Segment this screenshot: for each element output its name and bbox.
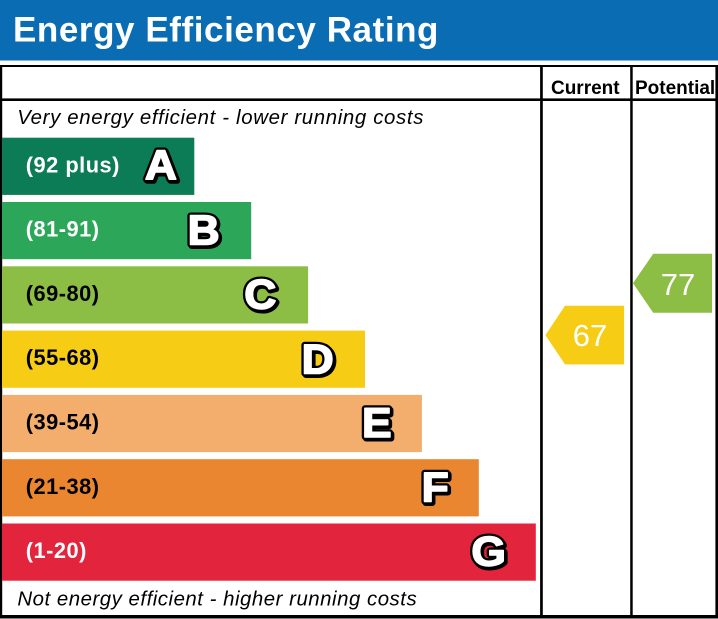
svg-text:(92 plus): (92 plus) (26, 152, 120, 177)
svg-text:F: F (422, 465, 449, 512)
svg-text:Energy Efficiency Rating: Energy Efficiency Rating (13, 11, 439, 50)
svg-text:D: D (303, 338, 335, 385)
svg-text:A: A (145, 143, 177, 190)
svg-text:F: F (423, 466, 450, 513)
svg-text:G: G (473, 530, 508, 577)
svg-text:(69-80): (69-80) (26, 281, 100, 306)
svg-text:Very energy efficient - lower: Very energy efficient - lower running co… (17, 107, 424, 129)
svg-text:G: G (471, 528, 506, 575)
svg-text:Current: Current (551, 78, 620, 99)
svg-text:Potential: Potential (635, 78, 715, 99)
svg-text:E: E (362, 400, 392, 447)
svg-text:D: D (302, 337, 334, 384)
svg-text:C: C (244, 272, 276, 319)
svg-text:(1-20): (1-20) (26, 538, 87, 563)
svg-text:G: G (471, 528, 506, 575)
svg-text:B: B (189, 209, 221, 256)
svg-text:(81-91): (81-91) (26, 217, 100, 242)
svg-text:E: E (362, 400, 392, 447)
svg-text:A: A (145, 143, 177, 190)
svg-text:(21-38): (21-38) (26, 474, 100, 499)
svg-text:C: C (244, 272, 276, 319)
svg-text:E: E (363, 402, 393, 449)
svg-text:B: B (188, 208, 220, 255)
svg-text:D: D (302, 337, 334, 384)
svg-text:A: A (146, 144, 178, 191)
svg-text:(39-54): (39-54) (26, 410, 100, 435)
svg-text:C: C (245, 273, 277, 320)
svg-text:F: F (422, 465, 449, 512)
svg-text:B: B (188, 208, 220, 255)
svg-text:Not energy efficient - higher: Not energy efficient - higher running co… (17, 589, 417, 611)
svg-text:77: 77 (661, 267, 695, 302)
svg-text:67: 67 (573, 318, 607, 353)
svg-text:(55-68): (55-68) (26, 345, 100, 370)
